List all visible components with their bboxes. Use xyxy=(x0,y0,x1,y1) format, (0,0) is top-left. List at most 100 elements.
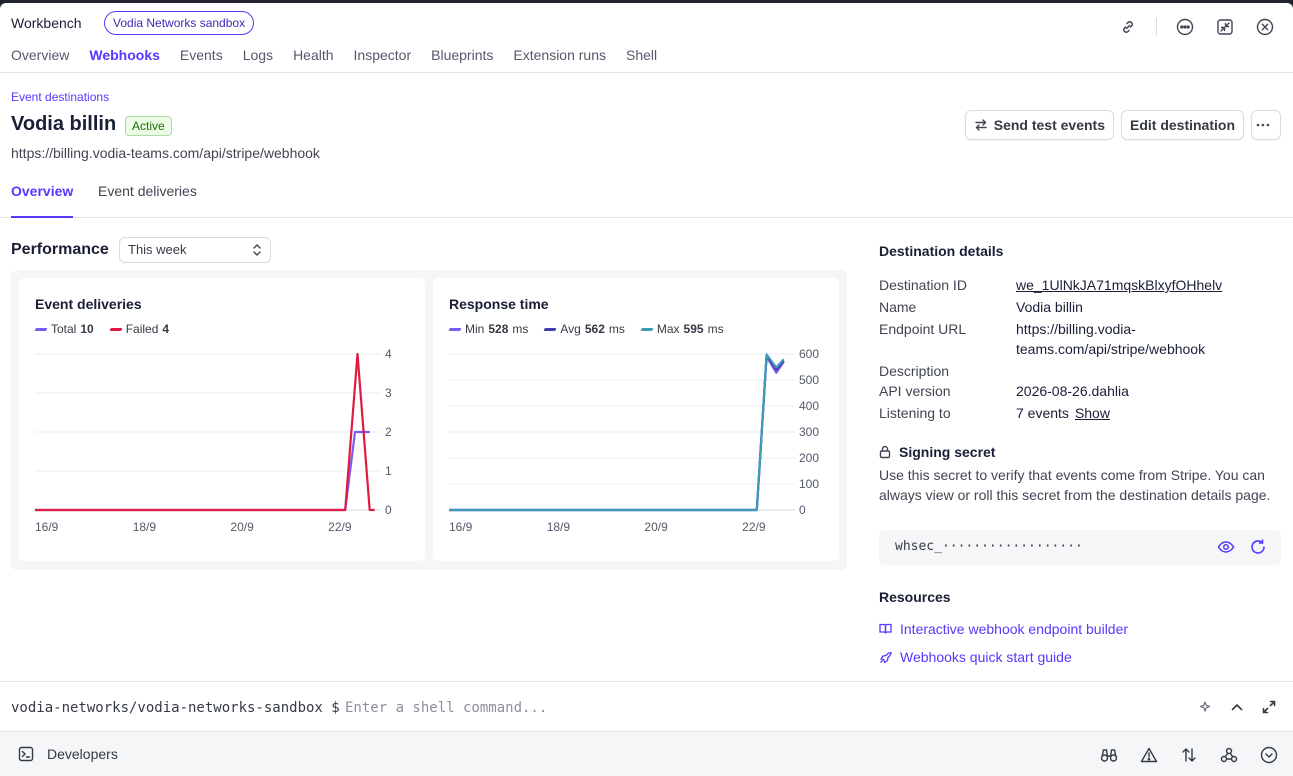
x-tick-label: 20/9 xyxy=(644,520,668,534)
x-tick-label: 20/9 xyxy=(230,520,254,534)
sub-tabs: Overview Event deliveries xyxy=(0,181,1293,218)
detail-label: Listening to xyxy=(879,405,951,421)
warning-icon[interactable] xyxy=(1139,745,1159,765)
signing-secret-label: Signing secret xyxy=(899,444,996,460)
legend-value: 528 xyxy=(488,322,509,336)
chevron-down-circle-icon[interactable] xyxy=(1259,745,1279,765)
x-tick-label: 16/9 xyxy=(449,520,473,534)
tab-health[interactable]: Health xyxy=(293,47,334,63)
signing-secret-box: whsec_·················· xyxy=(879,530,1281,565)
roll-secret-icon[interactable] xyxy=(1249,538,1267,561)
header-actions: Send test events Edit destination xyxy=(958,110,1281,140)
y-tick-label: 2 xyxy=(385,425,392,439)
y-tick-label: 0 xyxy=(799,503,806,517)
shell-bar: vodia-networks/vodia-networks-sandbox $ xyxy=(0,681,1293,731)
signing-secret-title: Signing secret xyxy=(879,444,995,460)
detail-label: Endpoint URL xyxy=(879,321,967,337)
shell-actions xyxy=(1183,697,1279,717)
y-tick-label: 4 xyxy=(385,347,392,361)
developers-label: Developers xyxy=(47,746,118,762)
collapse-icon[interactable] xyxy=(1213,15,1237,39)
top-actions xyxy=(1100,15,1277,39)
y-tick-label: 400 xyxy=(799,399,819,413)
legend-item-max[interactable]: Max 595 ms xyxy=(640,322,724,336)
tab-blueprints[interactable]: Blueprints xyxy=(431,47,494,63)
event-deliveries-chart: 0 1 2 3 4 16/9 18/9 20/9 22/9 xyxy=(35,347,392,534)
send-test-events-button[interactable]: Send test events xyxy=(964,110,1114,140)
destination-details-title: Destination details xyxy=(879,243,1004,259)
chevron-up-icon[interactable] xyxy=(1227,697,1247,717)
legend-unit: ms xyxy=(608,322,625,336)
x-tick-label: 16/9 xyxy=(35,520,59,534)
detail-label: Name xyxy=(879,299,917,315)
chart-legend: Min 528 ms Avg 562 ms Max 595 ms xyxy=(448,322,740,336)
legend-item-avg[interactable]: Avg 562 ms xyxy=(543,322,625,336)
tab-overview[interactable]: Overview xyxy=(11,47,70,63)
api-version-value: 2026-08-26.dahlia xyxy=(1016,383,1129,399)
breadcrumb[interactable]: Event destinations xyxy=(11,90,110,104)
legend-label: Max xyxy=(656,322,680,336)
x-tick-label: 22/9 xyxy=(328,520,352,534)
chart-title: Response time xyxy=(449,296,549,312)
webhook-icon[interactable] xyxy=(1219,745,1239,765)
send-test-events-label: Send test events xyxy=(993,117,1105,133)
overflow-menu-button[interactable] xyxy=(1251,110,1281,140)
legend-unit: ms xyxy=(512,322,529,336)
tab-inspector[interactable]: Inspector xyxy=(353,47,412,63)
developers-button[interactable]: Developers xyxy=(18,746,118,762)
legend-unit: ms xyxy=(707,322,724,336)
more-icon[interactable] xyxy=(1173,15,1197,39)
endpoint-url-value: https://billing.vodia-teams.com/api/stri… xyxy=(1016,321,1206,357)
subtab-overview[interactable]: Overview xyxy=(11,183,74,218)
sparkle-icon[interactable] xyxy=(1195,697,1215,717)
series-line-failed xyxy=(35,352,375,512)
show-events-link[interactable]: Show xyxy=(1074,405,1110,421)
sort-arrows-icon[interactable] xyxy=(1179,745,1199,765)
y-tick-label: 300 xyxy=(799,425,819,439)
ellipsis-icon xyxy=(1256,123,1270,127)
footer-bar: Developers xyxy=(0,731,1293,776)
tab-logs[interactable]: Logs xyxy=(242,47,274,63)
event-deliveries-card: Event deliveries Total 10 Failed 4 0 1 2 3 4 16… xyxy=(19,278,425,561)
main-tabs: Overview Webhooks Events Logs Health Ins… xyxy=(11,47,677,63)
series-line-max xyxy=(449,353,785,512)
tab-extension-runs[interactable]: Extension runs xyxy=(513,47,606,63)
y-tick-label: 600 xyxy=(799,347,819,361)
legend-label: Min xyxy=(465,322,485,336)
response-time-chart: 0 100 200 300 400 500 600 16/9 18/9 20/9 22/9 xyxy=(449,347,819,534)
tab-shell[interactable]: Shell xyxy=(626,47,658,63)
y-tick-label: 500 xyxy=(799,373,819,387)
binoculars-icon[interactable] xyxy=(1099,745,1119,765)
y-tick-label: 3 xyxy=(385,386,392,400)
detail-label: Description xyxy=(879,363,950,379)
event-count: 7 events xyxy=(1016,405,1069,421)
workbench-window: Workbench Vodia Networks sandbox Overvie… xyxy=(0,3,1293,776)
series-line-avg xyxy=(449,354,785,512)
endpoint-builder-link[interactable]: Interactive webhook endpoint builder xyxy=(879,621,1128,637)
shell-input[interactable] xyxy=(345,696,1045,720)
reveal-eye-icon[interactable] xyxy=(1217,538,1235,561)
top-bar: Workbench Vodia Networks sandbox Overvie… xyxy=(0,3,1293,73)
sandbox-badge[interactable]: Vodia Networks sandbox xyxy=(104,11,255,35)
expand-icon[interactable] xyxy=(1259,697,1279,717)
divider xyxy=(1156,18,1157,36)
destination-id-value[interactable]: we_1UlNkJA71mqskBlxyfOHhelv xyxy=(1016,277,1223,293)
date-range-select[interactable]: This week xyxy=(119,237,271,263)
rocket-icon xyxy=(880,651,892,663)
legend-label: Avg xyxy=(560,322,581,336)
legend-item-total[interactable]: Total 10 xyxy=(34,322,94,336)
edit-destination-button[interactable]: Edit destination xyxy=(1121,110,1244,140)
charts-panel: Event deliveries Total 10 Failed 4 0 1 2 3 4 16… xyxy=(11,270,847,570)
tab-webhooks[interactable]: Webhooks xyxy=(89,47,160,63)
tab-events[interactable]: Events xyxy=(179,47,223,63)
legend-item-min[interactable]: Min 528 ms xyxy=(448,322,529,336)
close-icon[interactable] xyxy=(1253,15,1277,39)
swap-icon xyxy=(975,119,987,131)
book-icon xyxy=(879,623,892,634)
subtab-event-deliveries[interactable]: Event deliveries xyxy=(98,183,197,199)
link-icon[interactable] xyxy=(1116,15,1140,39)
legend-item-failed[interactable]: Failed 4 xyxy=(109,322,169,336)
edit-destination-label: Edit destination xyxy=(1130,117,1235,133)
legend-label: Total xyxy=(51,322,77,336)
quick-start-link[interactable]: Webhooks quick start guide xyxy=(879,649,1072,665)
